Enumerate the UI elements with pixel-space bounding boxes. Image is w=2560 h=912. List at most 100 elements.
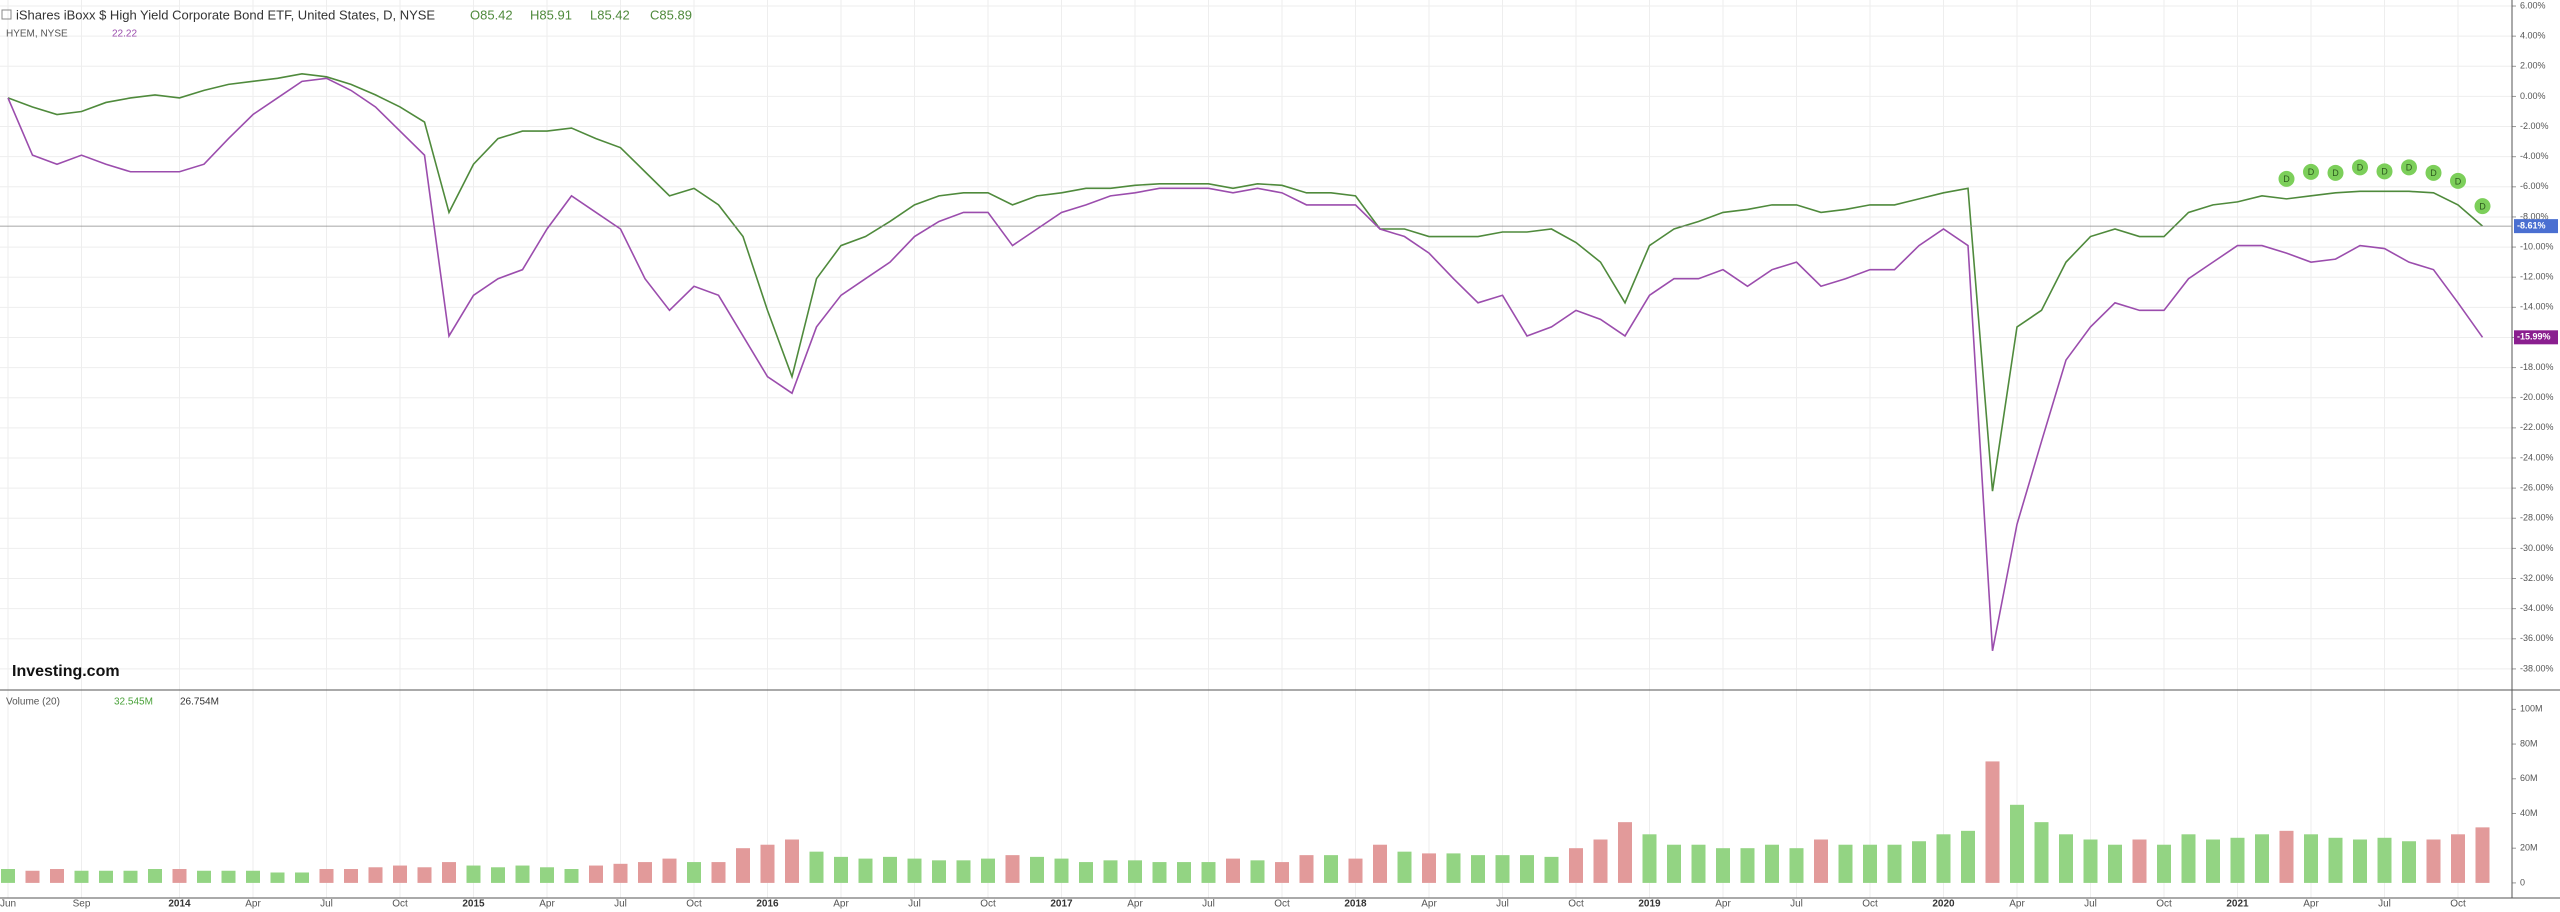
y-tick-label: 4.00% — [2520, 31, 2546, 41]
y-tick-label: 0.00% — [2520, 91, 2546, 101]
y-tick-label: -10.00% — [2520, 241, 2554, 251]
volume-bar — [2206, 839, 2220, 883]
volume-bar — [74, 870, 89, 883]
volume-bar — [148, 869, 162, 883]
open: O85.42 — [470, 7, 513, 22]
volume-bar — [1569, 848, 1583, 883]
volume-bar — [687, 862, 701, 883]
y-tick-label: 0 — [2520, 877, 2525, 887]
y-tick-label: -2.00% — [2520, 121, 2549, 131]
volume-ma-value: 26.754M — [180, 697, 219, 708]
volume-bar — [2304, 834, 2318, 883]
x-tick-label: Oct — [1568, 899, 1584, 910]
volume-bar — [1936, 834, 1951, 883]
volume-bar — [344, 869, 358, 883]
x-tick-label: Oct — [2156, 899, 2172, 910]
volume-bar — [589, 865, 603, 883]
dividend-label: D — [2283, 174, 2290, 184]
dividend-label: D — [2406, 163, 2413, 173]
volume-bar — [2402, 841, 2416, 883]
y-tick-label: -22.00% — [2520, 422, 2554, 432]
volume-bar — [1838, 844, 1853, 883]
volume-bar — [1985, 761, 2000, 883]
volume-bar — [564, 869, 579, 883]
volume-bar — [221, 870, 236, 883]
volume-bar — [1299, 855, 1314, 883]
volume-bar — [1667, 844, 1681, 883]
volume-bar — [932, 860, 946, 883]
x-tick-label: Oct — [392, 899, 408, 910]
dividend-marker — [2450, 172, 2466, 189]
volume-bar — [442, 862, 456, 883]
volume-bar — [1863, 844, 1877, 883]
y-tick-label: 20M — [2520, 843, 2538, 853]
dividend-label: D — [2479, 202, 2486, 212]
y-tick-label: 100M — [2520, 704, 2543, 714]
volume-bar — [1887, 844, 1902, 883]
x-tick-label: Jul — [1496, 899, 1509, 910]
x-tick-label: Jul — [2378, 899, 2391, 910]
price-line — [7, 73, 2484, 492]
x-tick-label: Apr — [2303, 899, 2319, 910]
volume-bar — [2181, 834, 2196, 883]
plot-layer — [0, 0, 2512, 898]
x-tick-label: Jul — [908, 899, 921, 910]
volume-bar — [1740, 848, 1755, 883]
volume-bar — [760, 844, 775, 883]
volume-bar — [270, 872, 285, 883]
volume-bar — [1618, 822, 1632, 883]
last-value-tag — [2514, 330, 2558, 345]
y-tick-label: -30.00% — [2520, 543, 2554, 553]
volume-bar — [1961, 830, 1975, 883]
x-tick-label: Sep — [73, 899, 91, 910]
volume-bar — [1103, 860, 1118, 883]
volume-bar — [1324, 855, 1338, 883]
x-tick-label: Jul — [1790, 899, 1803, 910]
x-tick-label: Jul — [1202, 899, 1215, 910]
volume-bar — [295, 872, 309, 883]
x-tick-label: Apr — [1715, 899, 1731, 910]
y-tick-label: 6.00% — [2520, 0, 2546, 10]
volume-bar — [785, 839, 799, 883]
volume-bar — [1226, 858, 1240, 883]
x-tick-label: 2015 — [462, 899, 485, 910]
x-tick-label: Apr — [1421, 899, 1437, 910]
dividend-marker — [2474, 198, 2491, 215]
y-tick-label: 80M — [2520, 738, 2538, 748]
dividend-marker — [2376, 163, 2393, 180]
y-tick-label: -20.00% — [2520, 392, 2554, 402]
y-tick-label: -38.00% — [2520, 663, 2554, 673]
x-tick-label: Apr — [833, 899, 849, 910]
dividend-marker — [2352, 159, 2368, 176]
dividend-marker — [2327, 164, 2344, 181]
x-tick-label: Apr — [2009, 899, 2025, 910]
volume-bar — [1765, 844, 1779, 883]
volume-bar — [1471, 855, 1485, 883]
x-tick-label: Jun — [0, 899, 16, 910]
x-tick-label: 2019 — [1638, 899, 1661, 910]
x-tick-label: Apr — [539, 899, 555, 910]
last-value-label: -15.99% — [2517, 332, 2551, 342]
x-tick-label: Jul — [2084, 899, 2097, 910]
volume-bar — [858, 858, 873, 883]
volume-bar — [1446, 853, 1461, 883]
volume-bar — [2034, 822, 2049, 883]
volume-bar — [2426, 839, 2441, 883]
volume-bar — [809, 851, 824, 883]
volume-bar — [834, 856, 848, 883]
volume-bar — [2255, 834, 2269, 883]
volume-bar — [1397, 851, 1412, 883]
volume-bar — [99, 870, 113, 883]
volume-bar — [638, 862, 652, 883]
volume-bar — [2377, 837, 2392, 883]
compare-price: 22.22 — [112, 29, 137, 40]
volume-bar — [662, 858, 677, 883]
volume-bar — [1544, 856, 1559, 883]
volume-bar — [613, 863, 628, 883]
y-tick-label: -34.00% — [2520, 603, 2554, 613]
collapse-icon[interactable] — [1, 9, 12, 20]
volume-bar — [319, 869, 334, 883]
volume-bar — [368, 867, 383, 883]
volume-bar — [1373, 844, 1387, 883]
